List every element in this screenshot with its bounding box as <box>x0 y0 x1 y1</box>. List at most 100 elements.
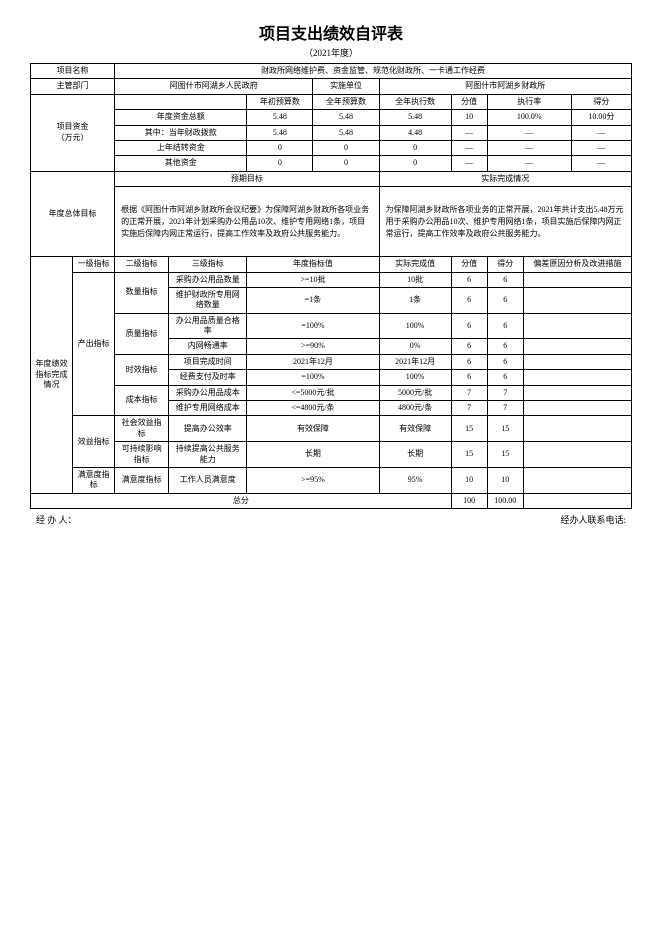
cell <box>523 467 631 493</box>
cell-blank <box>523 493 631 508</box>
col-lvl2: 二级指标 <box>115 257 169 272</box>
lvl2-sustain: 可持续影响指标 <box>115 442 169 468</box>
col-exec-rate: 执行率 <box>487 94 571 109</box>
cell: — <box>571 125 631 140</box>
cell: 10批 <box>379 272 451 287</box>
cell: 5.48 <box>247 110 313 125</box>
cell: 100% <box>379 313 451 339</box>
total-points: 100.00 <box>487 493 523 508</box>
label-actual: 实际完成情况 <box>379 171 631 186</box>
table-row: 其中：当年财政拨款 5.48 5.48 4.48 — — — <box>31 125 632 140</box>
label-supervisor: 主管部门 <box>31 79 115 94</box>
funds-row-label: 年度资金总额 <box>115 110 247 125</box>
label-expected: 预期目标 <box>115 171 379 186</box>
cell: 6 <box>451 287 487 313</box>
cell: >=10批 <box>247 272 379 287</box>
cell: 4800元/条 <box>379 401 451 416</box>
cell <box>523 370 631 385</box>
label-indicators: 年度绩效指标完成情况 <box>31 257 73 494</box>
footer-phone: 经办人联系电话: <box>560 513 626 526</box>
cell <box>523 354 631 369</box>
table-row: 可持续影响指标 持续提高公共服务能力 长期 长期 15 15 <box>31 442 632 468</box>
lvl1-satisfaction: 满意度指标 <box>73 467 115 493</box>
cell: 采购办公用品成本 <box>169 385 247 400</box>
cell: 15 <box>451 416 487 442</box>
table-row: 满意度指标 满意度指标 工作人员满意度 >=95% 95% 10 10 <box>31 467 632 493</box>
cell: 100.0% <box>487 110 571 125</box>
cell: 10 <box>487 467 523 493</box>
cell: 6 <box>451 339 487 354</box>
cell <box>523 401 631 416</box>
cell: 10.00分 <box>571 110 631 125</box>
cell: 0 <box>379 156 451 171</box>
cell: — <box>451 156 487 171</box>
cell: 6 <box>487 339 523 354</box>
cell: =1条 <box>247 287 379 313</box>
cell: >=95% <box>247 467 379 493</box>
value-supervisor: 阿图什市阿湖乡人民政府 <box>115 79 313 94</box>
cell: 采购办公用品数量 <box>169 272 247 287</box>
lvl2-quantity: 数量指标 <box>115 272 169 313</box>
cell: =100% <box>247 313 379 339</box>
table-row: 项目名称 财政所网络维护费、资金监管、规范化财政所、一卡通工作经费 <box>31 64 632 79</box>
col-lvl1: 一级指标 <box>73 257 115 272</box>
table-row: 质量指标 办公用品质量合格率 =100% 100% 6 6 <box>31 313 632 339</box>
cell: 维护财政所专用网络数量 <box>169 287 247 313</box>
cell: 长期 <box>379 442 451 468</box>
table-row: 项目资金 （万元） 年初预算数 全年预算数 全年执行数 分值 执行率 得分 <box>31 94 632 109</box>
cell: 10 <box>451 110 487 125</box>
cell: 10 <box>451 467 487 493</box>
cell: <=5000元/批 <box>247 385 379 400</box>
cell: 15 <box>487 416 523 442</box>
table-row: 年度总体目标 预期目标 实际完成情况 <box>31 171 632 186</box>
table-row: 产出指标 数量指标 采购办公用品数量 >=10批 10批 6 6 <box>31 272 632 287</box>
footer-row: 经 办 人： 经办人联系电话: <box>30 513 632 526</box>
cell: 长期 <box>247 442 379 468</box>
cell: 5.48 <box>379 110 451 125</box>
table-row: 上年结转资金 0 0 0 — — — <box>31 140 632 155</box>
table-row: 其他资金 0 0 0 — — — <box>31 156 632 171</box>
cell: 0 <box>247 140 313 155</box>
lvl2-social: 社会效益指标 <box>115 416 169 442</box>
cell: 6 <box>487 354 523 369</box>
col-score: 得分 <box>571 94 631 109</box>
label-project-name: 项目名称 <box>31 64 115 79</box>
cell: 持续提高公共服务能力 <box>169 442 247 468</box>
cell <box>523 385 631 400</box>
actual-text: 为保障阿湖乡财政所各项业务的正常开展，2021年共计支出5.48万元用于采购办公… <box>379 187 631 257</box>
col-annual-exec: 全年执行数 <box>379 94 451 109</box>
cell: 5.48 <box>247 125 313 140</box>
cell: 7 <box>487 385 523 400</box>
cell: 15 <box>487 442 523 468</box>
cell: 2021年12月 <box>379 354 451 369</box>
col-score-weight: 分值 <box>451 94 487 109</box>
cell: — <box>451 140 487 155</box>
cell: — <box>487 125 571 140</box>
lvl2-satisfaction: 满意度指标 <box>115 467 169 493</box>
cell: 项目完成时间 <box>169 354 247 369</box>
cell: 6 <box>451 354 487 369</box>
cell: 维护专用网络成本 <box>169 401 247 416</box>
label-impl-unit: 实施单位 <box>313 79 379 94</box>
cell: 6 <box>451 272 487 287</box>
cell <box>523 416 631 442</box>
footer-handler: 经 办 人： <box>36 513 77 526</box>
cell: 5.48 <box>313 110 379 125</box>
cell: — <box>487 140 571 155</box>
table-row: 效益指标 社会效益指标 提高办公效率 有效保障 有效保障 15 15 <box>31 416 632 442</box>
lvl2-time: 时效指标 <box>115 354 169 385</box>
table-row: 成本指标 采购办公用品成本 <=5000元/批 5000元/批 7 7 <box>31 385 632 400</box>
cell: 内网畅通率 <box>169 339 247 354</box>
lvl1-benefit: 效益指标 <box>73 416 115 468</box>
cell <box>523 313 631 339</box>
table-row: 年度绩效指标完成情况 一级指标 二级指标 三级指标 年度指标值 实际完成值 分值… <box>31 257 632 272</box>
cell <box>523 442 631 468</box>
funds-row-label: 上年结转资金 <box>115 140 247 155</box>
col-actual: 实际完成值 <box>379 257 451 272</box>
cell: 0 <box>313 156 379 171</box>
value-impl-unit: 阿图什市阿湖乡财政所 <box>379 79 631 94</box>
lvl1-output: 产出指标 <box>73 272 115 416</box>
table-row: 总分 100 100.00 <box>31 493 632 508</box>
cell: 6 <box>451 313 487 339</box>
label-funds: 项目资金 （万元） <box>31 94 115 171</box>
